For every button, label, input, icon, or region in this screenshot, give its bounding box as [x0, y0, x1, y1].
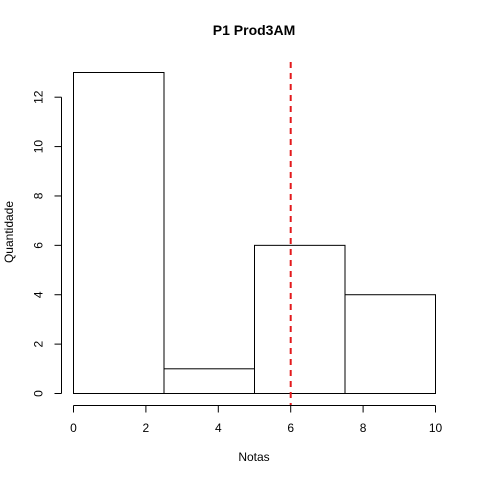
y-tick-label: 6 — [32, 242, 46, 249]
y-tick-label: 8 — [32, 192, 46, 199]
histogram-bar-1 — [163, 368, 255, 394]
x-axis: 0 2 4 6 8 10 — [70, 405, 443, 435]
histogram-bar-0 — [73, 72, 165, 394]
x-tick-label: 0 — [70, 421, 77, 435]
chart-title: P1 Prod3AM — [213, 22, 295, 38]
y-tick-label: 12 — [32, 90, 46, 104]
x-tick-label: 6 — [287, 421, 294, 435]
y-axis-label: Quantidade — [2, 201, 16, 263]
y-tick-label: 10 — [32, 140, 46, 154]
x-tick-label: 8 — [360, 421, 367, 435]
histogram-bar-3 — [344, 294, 436, 395]
x-tick-label: 4 — [215, 421, 222, 435]
x-tick-label: 10 — [429, 421, 443, 435]
y-tick-label: 4 — [32, 291, 46, 298]
y-axis: 0 2 4 6 8 10 12 — [32, 90, 62, 397]
y-tick-label: 0 — [32, 390, 46, 397]
x-axis-label: Notas — [238, 450, 269, 464]
y-tick-label: 2 — [32, 340, 46, 347]
histogram-bar-2 — [254, 244, 346, 394]
x-tick-label: 2 — [143, 421, 150, 435]
histogram-bars — [73, 72, 436, 395]
